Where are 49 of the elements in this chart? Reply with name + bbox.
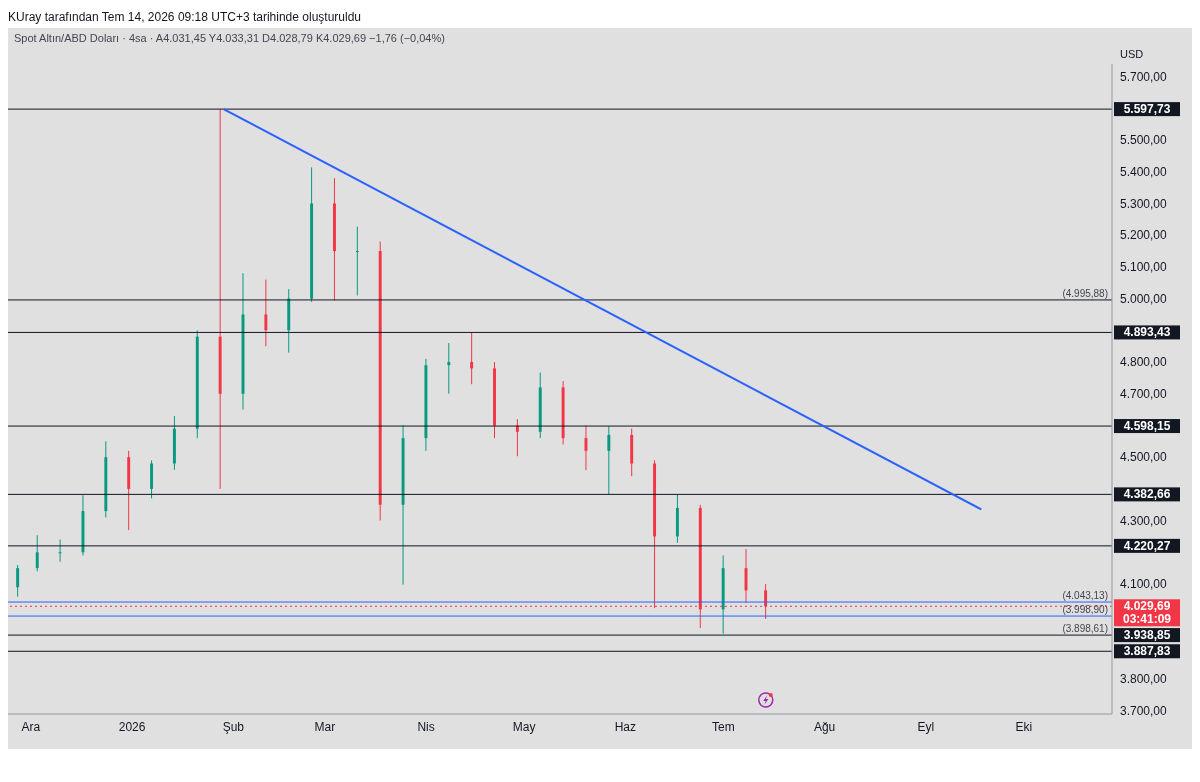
y-tick-label: 4.500,00 <box>1120 450 1168 465</box>
x-tick-label: Ara <box>21 719 41 734</box>
candlestick <box>35 534 39 572</box>
y-tick-label: 5.300,00 <box>1120 196 1168 211</box>
candlestick <box>264 279 268 347</box>
x-tick-label: 2026 <box>118 719 146 734</box>
candlestick <box>584 424 588 471</box>
y-tick-label: 5.100,00 <box>1120 260 1168 275</box>
y-tick-label: 4.100,00 <box>1120 577 1168 592</box>
candlestick <box>447 342 451 395</box>
candlestick <box>355 226 359 296</box>
y-tick-label: 5.000,00 <box>1120 291 1168 306</box>
x-tick-label: Tem <box>711 719 735 734</box>
x-tick-label: Eyl <box>917 719 935 734</box>
candlestick <box>58 539 62 563</box>
ref-line-label: 3.938,85 <box>1123 628 1171 643</box>
y-tick-label: 5.200,00 <box>1120 228 1168 243</box>
chart-subtitle: Spot Altın/ABD Doları · 4sa · A4.031,45 Y4.033,31 D4.028,79 K4.029,69 −1,76 (−0,04%) <box>13 32 446 44</box>
ref-line-label: 4.893,43 <box>1123 325 1171 340</box>
ref-line-label: 4.029,69 03:41:09 <box>1122 599 1172 627</box>
ref-line-label: 5.597,73 <box>1123 102 1171 117</box>
x-tick-label: Haz <box>614 719 636 734</box>
x-tick-label: Ağu <box>813 719 836 734</box>
annotation: (4.043,13) <box>1062 590 1108 602</box>
annotation: (4.995,88) <box>1062 287 1108 299</box>
x-tick-label: Eki <box>1015 719 1033 734</box>
ref-line-label: 4.220,27 <box>1123 538 1171 553</box>
y-tick-label: 4.700,00 <box>1120 387 1168 402</box>
annotation: (3.898,61) <box>1062 623 1108 635</box>
candlestick <box>16 564 20 598</box>
x-tick-label: Şub <box>222 719 245 734</box>
y-tick-label: 4.300,00 <box>1120 513 1168 528</box>
y-tick-label: 5.400,00 <box>1120 165 1168 180</box>
y-tick-label: 5.700,00 <box>1120 69 1168 84</box>
candlestick <box>470 331 474 385</box>
x-tick-label: Nis <box>417 719 435 734</box>
x-tick-label: May <box>512 719 536 734</box>
ref-line-label: 4.382,66 <box>1123 487 1171 502</box>
y-axis-title: USD <box>1120 48 1144 60</box>
y-tick-label: 5.500,00 <box>1120 133 1168 148</box>
chart-title: KUray tarafından Tem 14, 2026 09:18 UTC+3 tarihinde oluşturuldu <box>8 9 362 26</box>
x-tick-label: Mar <box>314 719 336 734</box>
ref-line-label: 3.887,83 <box>1123 644 1171 659</box>
candlestick <box>607 425 611 496</box>
y-tick-label: 3.700,00 <box>1120 704 1168 719</box>
y-tick-label: 3.800,00 <box>1120 672 1168 687</box>
annotation: (3.998,90) <box>1062 604 1108 616</box>
ref-line-label: 4.598,15 <box>1123 419 1171 434</box>
y-tick-label: 4.800,00 <box>1120 355 1168 370</box>
